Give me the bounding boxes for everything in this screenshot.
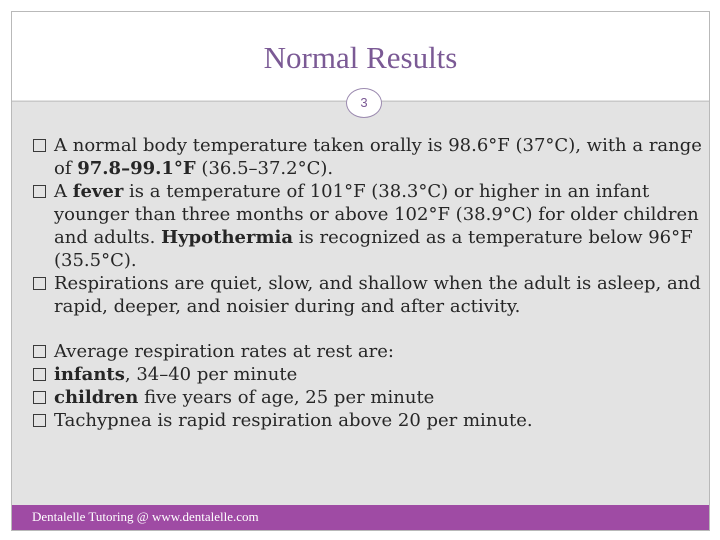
bullet-list: A normal body temperature taken orally i… — [33, 134, 703, 432]
square-bullet-icon — [33, 139, 46, 152]
bullet-text: children five years of age, 25 per minut… — [54, 387, 435, 408]
square-bullet-icon — [33, 345, 46, 358]
bullet-item: Average respiration rates at rest are: — [33, 340, 703, 363]
square-bullet-icon — [33, 391, 46, 404]
content-area — [12, 100, 709, 505]
footer-bar: Dentalelle Tutoring @ www.dentalelle.com — [12, 505, 709, 530]
bullet-text: Tachypnea is rapid respiration above 20 … — [54, 410, 533, 431]
bullet-item: Respirations are quiet, slow, and shallo… — [33, 272, 703, 318]
bullet-text: Average respiration rates at rest are: — [54, 341, 394, 362]
bullet-text: A fever is a temperature of 101°F (38.3°… — [54, 181, 699, 271]
spacer — [33, 318, 703, 340]
bullet-text: Respirations are quiet, slow, and shallo… — [54, 273, 701, 317]
square-bullet-icon — [33, 368, 46, 381]
bullet-item: A fever is a temperature of 101°F (38.3°… — [33, 180, 703, 272]
bullet-item: Tachypnea is rapid respiration above 20 … — [33, 409, 703, 432]
footer-text: Dentalelle Tutoring @ www.dentalelle.com — [32, 509, 259, 524]
square-bullet-icon — [33, 277, 46, 290]
page-number-badge: 3 — [346, 88, 382, 118]
bullet-text: A normal body temperature taken orally i… — [54, 135, 702, 179]
bullet-item: children five years of age, 25 per minut… — [33, 386, 703, 409]
bullet-text: infants, 34–40 per minute — [54, 364, 298, 385]
bullet-item: A normal body temperature taken orally i… — [33, 134, 703, 180]
square-bullet-icon — [33, 185, 46, 198]
square-bullet-icon — [33, 414, 46, 427]
bullet-item: infants, 34–40 per minute — [33, 363, 703, 386]
slide: Normal Results 3 A normal body temperatu… — [11, 11, 710, 531]
slide-title: Normal Results — [263, 40, 458, 75]
